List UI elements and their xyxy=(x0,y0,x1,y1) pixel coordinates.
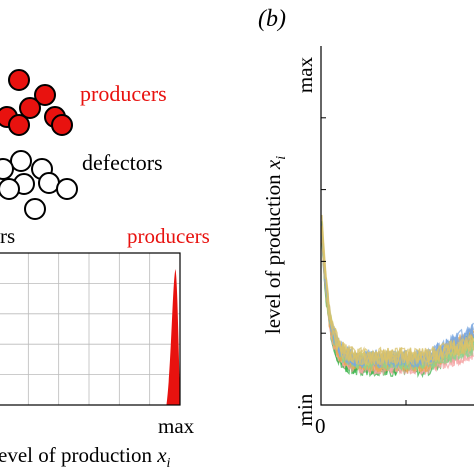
producer-circle xyxy=(8,114,30,136)
timeseries-x-tick-zero: 0 xyxy=(315,414,326,438)
producer-circle xyxy=(34,84,56,106)
timeseries-y-tick-min: min xyxy=(293,393,317,426)
timeseries-chart: max min level of production xi 0 xyxy=(261,46,474,438)
histogram-chart: rs producers max evel of production xi xyxy=(0,224,210,471)
defector-circle xyxy=(0,178,20,200)
timeseries-ylabel-text: level of production xyxy=(261,169,285,334)
defector-circle xyxy=(0,158,14,180)
panel-b-label: (b) xyxy=(258,6,286,32)
defector-circles xyxy=(0,150,78,220)
histogram-right-label: producers xyxy=(127,224,210,248)
timeseries-ticks xyxy=(321,117,407,405)
histogram-peak xyxy=(166,269,181,405)
timeseries-series xyxy=(321,214,474,379)
producer-circles xyxy=(0,69,73,136)
histogram-grid xyxy=(0,253,180,405)
defector-circle xyxy=(38,172,60,194)
producers-label: producers xyxy=(80,81,167,106)
schematic: producers defectors xyxy=(0,69,167,220)
defector-circle xyxy=(24,198,46,220)
timeseries-y-tick-max: max xyxy=(293,56,317,93)
producer-circle xyxy=(19,97,41,119)
histogram-xlabel-sub: i xyxy=(167,456,171,471)
defector-circle xyxy=(56,178,78,200)
timeseries-line xyxy=(321,228,474,366)
defector-circle xyxy=(10,150,32,172)
defectors-label: defectors xyxy=(82,150,163,175)
timeseries-ylabel: level of production xi xyxy=(261,156,289,334)
histogram-xlabel: evel of production xi xyxy=(0,443,171,471)
producer-circle xyxy=(8,69,30,91)
timeseries-line xyxy=(321,229,474,368)
histogram-xlabel-text: evel of production xyxy=(0,443,157,467)
histogram-xlabel-var: x xyxy=(156,443,167,467)
histogram-frame xyxy=(0,252,181,406)
timeseries-ylabel-sub: i xyxy=(274,156,289,160)
timeseries-axes xyxy=(320,46,474,406)
producer-circle xyxy=(51,114,73,136)
timeseries-ylabel-var: x xyxy=(261,159,285,170)
histogram-left-label: rs xyxy=(0,224,15,248)
histogram-x-tick-max: max xyxy=(158,414,195,438)
